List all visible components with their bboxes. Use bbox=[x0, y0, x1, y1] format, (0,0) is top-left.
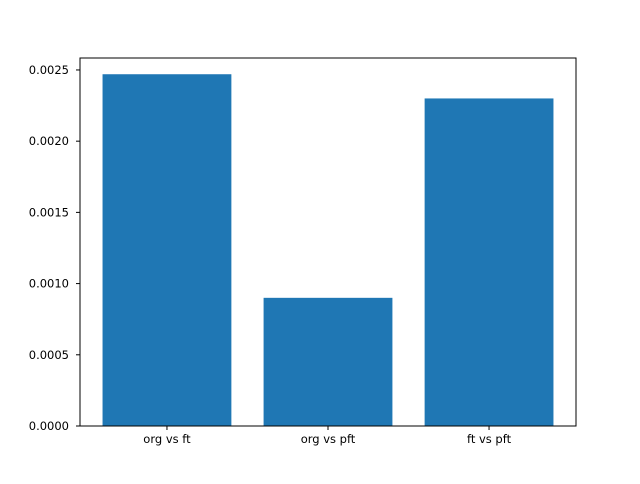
x-tick-label: org vs pft bbox=[301, 432, 356, 446]
x-tick-label: ft vs pft bbox=[467, 432, 512, 446]
bar-org-vs-ft bbox=[102, 74, 232, 426]
y-tick-label: 0.0010 bbox=[29, 277, 69, 291]
bar-org-vs-pft bbox=[263, 297, 393, 426]
y-tick-label: 0.0025 bbox=[29, 63, 69, 77]
y-tick-label: 0.0000 bbox=[29, 419, 69, 433]
y-tick-label: 0.0005 bbox=[29, 348, 69, 362]
y-tick-label: 0.0020 bbox=[29, 134, 69, 148]
y-tick-label: 0.0015 bbox=[29, 205, 69, 219]
x-tick-label: org vs ft bbox=[143, 432, 191, 446]
bar-ft-vs-pft bbox=[424, 98, 554, 426]
